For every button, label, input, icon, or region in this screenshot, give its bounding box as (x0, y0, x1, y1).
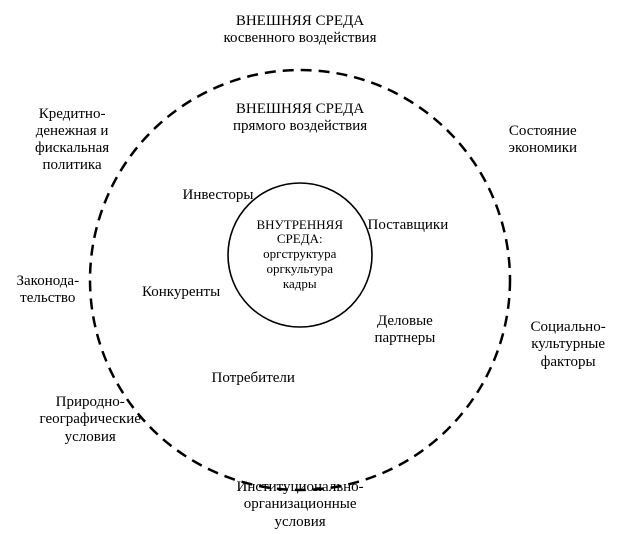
investors-label: Инвесторы (183, 187, 254, 204)
outer-env-title: ВНЕШНЯЯ СРЕДА косвенного воздействия (224, 13, 377, 48)
consumers-label: Потребители (212, 370, 295, 387)
social-cultural-label: Социально- культурные факторы (531, 319, 606, 371)
inner-core-label: ВНУТРЕННЯЯ СРЕДА: оргструктура oргкульту… (257, 218, 344, 293)
business-partners-label: Деловые партнеры (375, 313, 436, 348)
economy-state-label: Состояние экономики (509, 123, 578, 158)
diagram-root: ВНЕШНЯЯ СРЕДА косвенного воздействия ВНЕ… (0, 0, 626, 534)
nature-geo-label: Природно- географические условия (40, 394, 141, 446)
suppliers-label: Поставщики (368, 217, 449, 234)
fiscal-policy-label: Кредитно- денежная и фискальная политика (35, 106, 109, 175)
legislation-label: Законода- тельство (17, 273, 80, 308)
competitors-label: Конкуренты (142, 284, 220, 301)
institutional-label: Институционально- организационные услови… (237, 479, 364, 531)
direct-env-title: ВНЕШНЯЯ СРЕДА прямого воздействия (233, 101, 367, 136)
